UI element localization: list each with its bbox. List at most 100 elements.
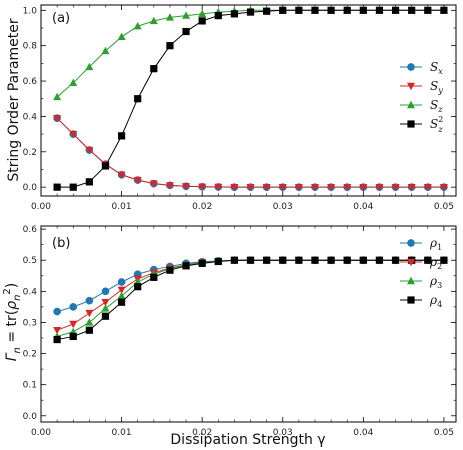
data-point [359,183,368,192]
x-tick-label: 0.01 [112,202,132,212]
data-point [182,183,191,191]
series-b-1 [53,257,448,335]
legend-label: ρ4 [429,293,442,309]
data-point [85,318,94,326]
ylabel-b-close: ) [4,283,20,288]
data-point [166,42,174,50]
data-point [69,78,78,87]
data-point [150,65,158,73]
data-point [117,298,126,306]
y-axis-label-b: Γn = tr(ρn2) [2,283,23,362]
data-point [375,183,384,192]
data-point [134,95,142,103]
data-point [149,180,158,188]
data-point [53,183,61,191]
series-line [56,117,444,188]
data-point [327,256,335,264]
y-tick-label: 0.3 [23,318,37,328]
data-point [246,183,255,192]
legend-marker [407,296,415,304]
data-point [150,273,158,281]
legend-label-base: S [430,98,438,112]
legend-label-base: S [430,117,438,131]
data-point [391,6,400,14]
data-point [440,256,448,264]
y-tick-label: 0.6 [23,225,38,235]
data-point [278,183,287,192]
series-b [53,256,448,344]
data-point [263,7,271,15]
legend-label: ρ2 [429,255,442,271]
data-point [85,178,93,186]
legend-item: ρ4 [400,293,442,309]
legend-label-sub: z [437,105,443,114]
data-point [101,287,110,296]
data-point [327,6,335,14]
data-point [69,183,77,191]
data-point [133,176,142,185]
legend-label-sub: 2 [437,262,442,271]
data-point [85,296,94,305]
ylabel-b-sub-n: n [12,347,23,353]
series-line [56,259,444,313]
data-point [359,6,367,14]
data-point [327,183,336,192]
legend-label-sub: 3 [437,281,442,290]
x-tick-label: 0.04 [353,202,373,212]
data-point [424,256,432,264]
ylabel-b-eq: = tr( [4,310,20,347]
legend-marker [407,239,415,247]
data-point [294,183,303,192]
data-point [343,183,352,192]
legend-item: Sz [400,98,443,114]
series-b-3 [53,256,448,344]
y-tick-label: 0.4 [23,112,38,122]
y-tick-label: 0.5 [23,256,37,266]
series-line [57,259,444,341]
series-line [56,259,444,337]
series-line [56,259,444,331]
data-point [53,327,62,335]
series-b-0 [53,256,448,316]
data-point [311,256,319,264]
data-point [69,130,78,139]
legend-label-sub: z [437,125,443,134]
ticks-b: 0.00 0.01 0.02 0.03 0.04 0.05 0.0 0.1 0.2 0.3 0.4 0… [23,225,456,438]
data-point [343,256,351,264]
data-point [295,6,303,14]
data-point [295,256,303,264]
panel-label-b: (b) [52,236,70,251]
legend-label-base: ρ [429,236,437,250]
y-tick-label: 0.4 [23,287,38,297]
y-tick-label: 0.6 [23,77,38,87]
data-point [230,256,238,264]
series-line [57,9,444,188]
x-tick-label: 0.02 [192,202,212,212]
data-point [439,183,448,192]
data-point [279,256,287,264]
legend-marker [407,258,415,267]
data-point [53,307,61,316]
y-tick-label: 1.0 [23,6,38,16]
data-point [69,303,78,311]
ylabel-b-gamma: Γ [4,352,20,361]
data-point [262,183,271,192]
data-point [101,162,110,170]
data-point [182,262,190,270]
legend-label: Sx [430,60,443,76]
x-tick-label: 0.05 [434,428,454,438]
data-point [53,92,62,101]
legend-label-base: S [430,79,438,93]
series-line [56,117,444,188]
data-point [198,9,207,18]
legend-marker [407,276,415,285]
ylabel-b-rho-sup: 2 [2,288,13,294]
series-a-1 [53,114,448,192]
data-point [53,114,62,123]
data-point [85,62,94,71]
legend-item: S2 z [400,115,443,134]
series-a-2 [53,6,448,101]
x-tick-label: 0.00 [31,428,51,438]
plot-frame-b [40,225,457,423]
